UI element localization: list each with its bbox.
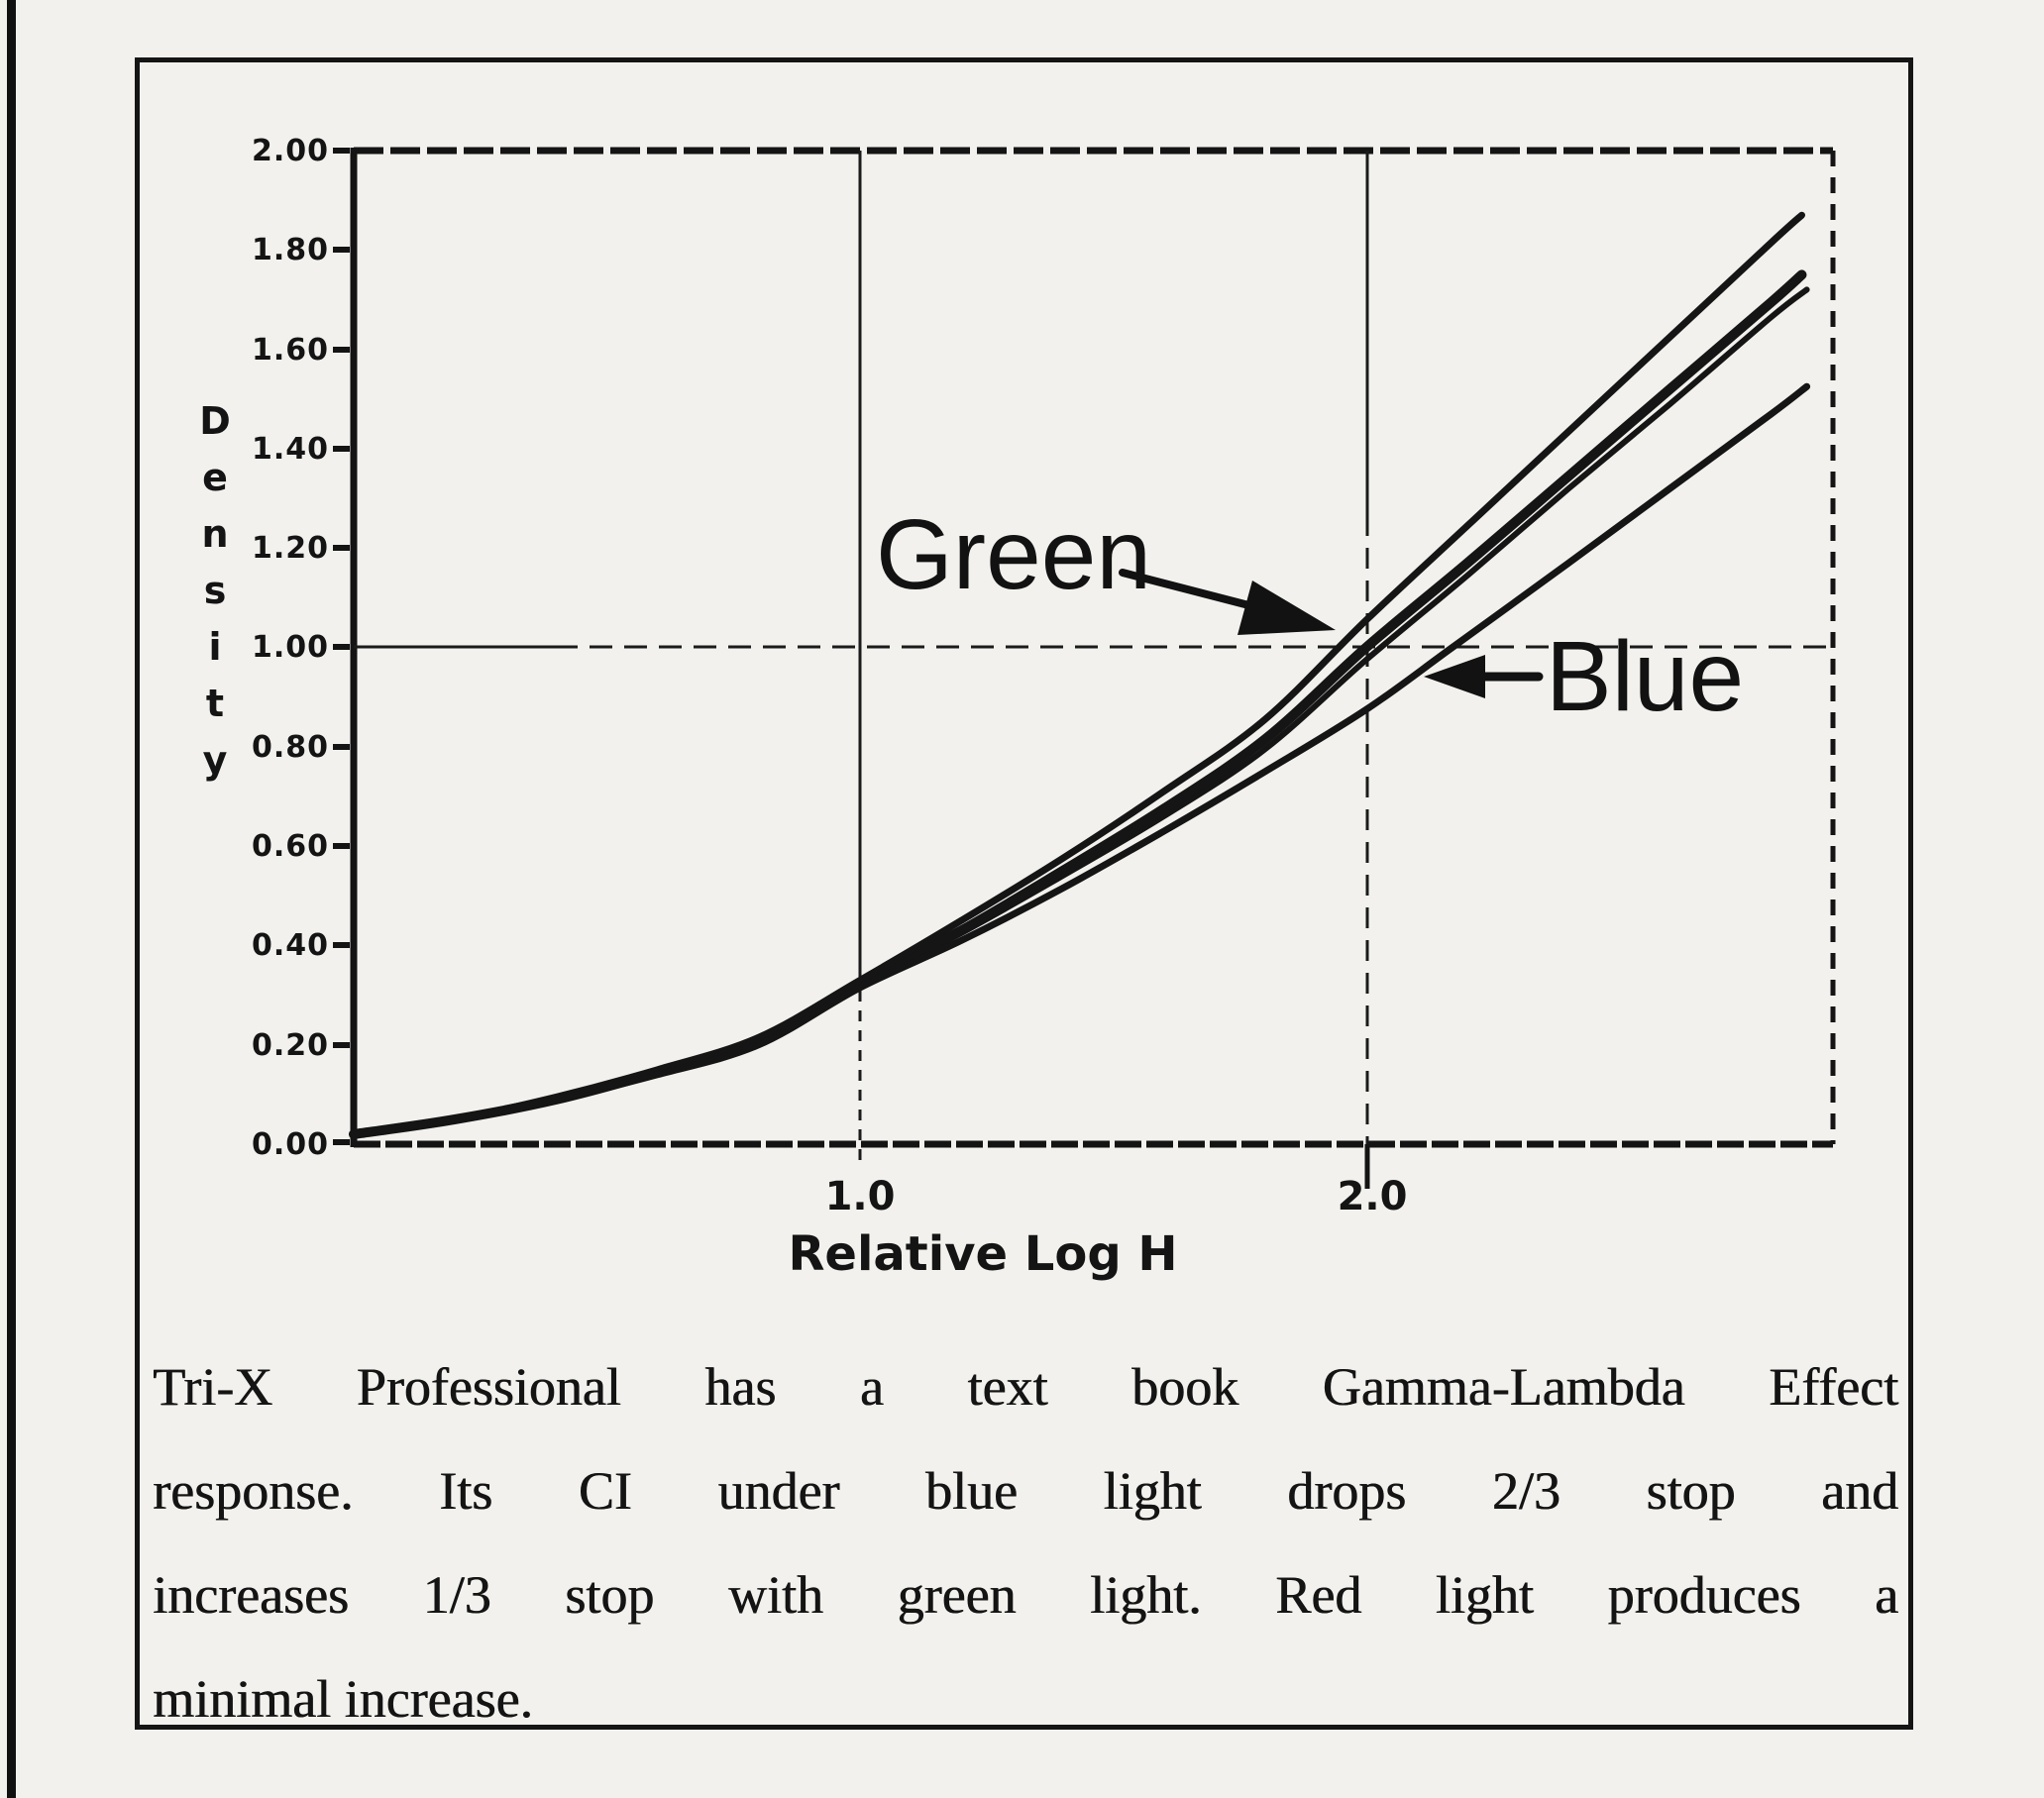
green-annotation: Green: [876, 499, 1151, 610]
y-axis-title-letter: t: [205, 682, 225, 725]
y-axis-tick-label: 1.40: [251, 432, 329, 467]
curve-green: [350, 211, 1805, 1138]
curve-blue: [350, 382, 1811, 1138]
green-arrow-line: [1119, 569, 1264, 612]
y-axis-title-letter: e: [202, 456, 228, 499]
caption-line: Tri-X Professional has a text book Gamma…: [153, 1357, 1898, 1417]
caption-line: response. Its CI under blue light drops …: [153, 1461, 1898, 1521]
figure-caption: Tri-X Professional has a text book Gamma…: [153, 1335, 1898, 1751]
y-tick-marks: [333, 148, 350, 1145]
y-axis-tick-label: 0.60: [251, 829, 329, 864]
y-axis-title-letter: y: [202, 738, 228, 782]
x-axis-title: Relative Log H: [788, 1226, 1178, 1282]
y-axis-title-letter: D: [199, 399, 231, 443]
blue-arrow-head: [1424, 655, 1485, 698]
y-axis-tick-label: 1.80: [251, 233, 329, 267]
y-axis-tick-label: 0.00: [251, 1127, 329, 1162]
x-axis-tick-label: 2.0: [1337, 1174, 1408, 1219]
y-axis-tick-label: 1.00: [251, 630, 329, 665]
y-axis-title-letter: s: [203, 569, 227, 612]
y-axis-tick-label: 1.20: [251, 531, 329, 566]
y-axis-tick-label: 1.60: [251, 333, 329, 368]
y-axis-title-letter: i: [208, 625, 222, 669]
y-axis-tick-label: 0.80: [251, 730, 329, 765]
caption-line: increases 1/3 stop with green light. Red…: [153, 1565, 1898, 1625]
x-axis-tick-label: 1.0: [824, 1174, 896, 1219]
scan-edge-line: [7, 0, 16, 1798]
y-axis-tick-label: 0.40: [251, 928, 329, 963]
figure-box: [135, 57, 1913, 1730]
y-axis-title-letter: n: [201, 512, 229, 556]
blue-annotation: Blue: [1546, 621, 1745, 732]
y-axis-tick-label: 0.20: [251, 1028, 329, 1063]
green-arrow-head: [1237, 581, 1336, 635]
caption-line: minimal increase.: [153, 1669, 533, 1729]
y-axis-tick-label: 2.00: [251, 134, 329, 168]
